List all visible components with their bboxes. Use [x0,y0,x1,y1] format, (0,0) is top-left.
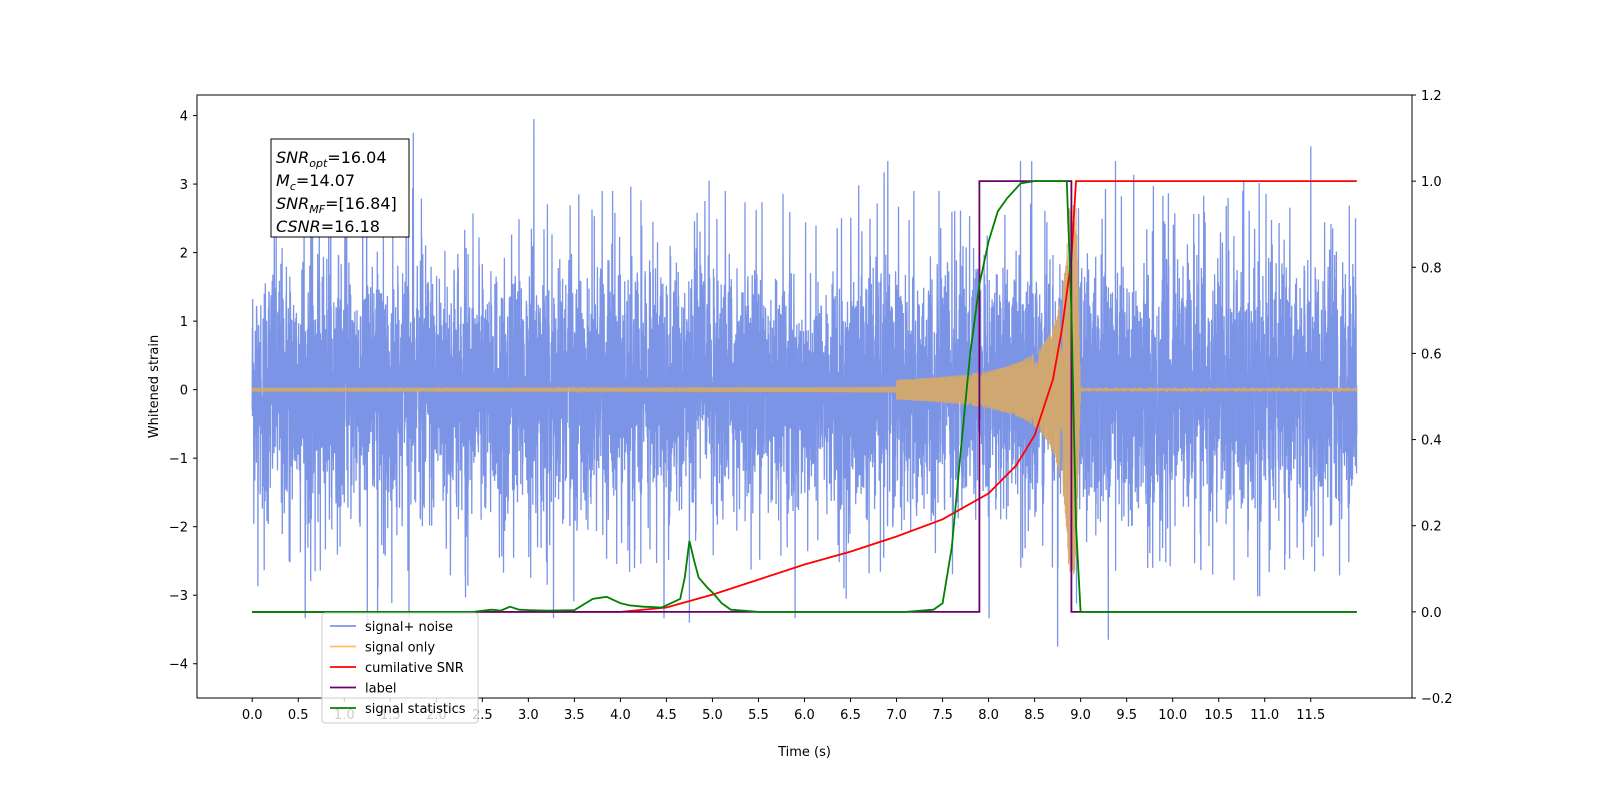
legend-label: signal only [365,641,435,656]
y-tick-label: 1 [180,315,188,330]
legend: signal+ noise signal only cumilative SNR la… [321,612,479,724]
annotation-line: SNRopt=16.04 [276,148,387,170]
x-tick-label: 3.0 [518,708,539,723]
legend-label: signal statistics [365,702,466,717]
annotation-line: Mc=14.07 [276,171,355,193]
y-tick-label: 2 [180,247,188,262]
x-tick-label: 8.5 [1024,708,1045,723]
y-axis-label: Whitened strain [147,335,162,438]
x-tick-label: 9.5 [1116,708,1137,723]
stats-annotation-box: SNRopt=16.04Mc=14.07SNRMF=[16.84]CSNR=16… [270,138,410,238]
annotation-line: SNRMF=[16.84] [276,194,397,216]
x-tick-label: 10.5 [1204,708,1233,723]
y2-tick-label: 1.0 [1421,175,1442,190]
x-tick-label: 5.0 [702,708,723,723]
x-tick-label: 4.0 [610,708,631,723]
x-tick-label: 7.0 [886,708,907,723]
y-axis-ticks: 4 3 2 1 0 −1 −2 −3 −4 [169,110,197,673]
x-tick-label: 8.0 [978,708,999,723]
y-tick-label: −3 [169,589,188,604]
y-tick-label: −2 [169,521,188,536]
series-signal-only [251,204,1358,575]
x-tick-label: 11.5 [1296,708,1325,723]
x-tick-label: 9.0 [1070,708,1091,723]
y-tick-label: 0 [180,384,188,399]
y2-tick-label: 0.2 [1421,520,1442,535]
series-signal-statistics [252,180,1357,613]
x-tick-label: 10.0 [1158,708,1187,723]
legend-label: signal+ noise [365,620,453,635]
x-tick-label: 7.5 [932,708,953,723]
y-tick-label: −4 [169,658,188,673]
series-layer [251,118,1358,647]
annotation-frame [270,138,410,238]
x-tick-label: 5.5 [748,708,769,723]
plot-area [251,118,1358,647]
legend-label: label [365,682,396,697]
y2-tick-label: 0.8 [1421,261,1442,276]
x-tick-label: 0.5 [288,708,309,723]
y-tick-label: 4 [180,110,188,125]
y-tick-label: −1 [169,452,188,467]
x-tick-label: 0.0 [242,708,263,723]
y-tick-label: 3 [180,178,188,193]
legend-label: cumilative SNR [365,661,464,676]
x-axis-label: Time (s) [777,745,831,760]
x-tick-label: 11.0 [1250,708,1279,723]
y2-tick-label: 0.4 [1421,434,1442,449]
series-signal-noise [251,118,1358,647]
y2-tick-label: 0.6 [1421,347,1442,362]
right-y-axis-ticks: 1.2 1.0 0.8 0.6 0.4 0.2 0.0 −0.2 [1412,89,1453,707]
y2-tick-label: 0.0 [1421,606,1442,621]
x-tick-label: 3.5 [564,708,585,723]
y2-tick-label: −0.2 [1421,692,1453,707]
x-tick-label: 6.0 [794,708,815,723]
x-tick-label: 6.5 [840,708,861,723]
y2-tick-label: 1.2 [1421,89,1442,104]
annotation-line: CSNR=16.18 [276,217,380,236]
x-tick-label: 4.5 [656,708,677,723]
legend-frame [321,612,479,724]
